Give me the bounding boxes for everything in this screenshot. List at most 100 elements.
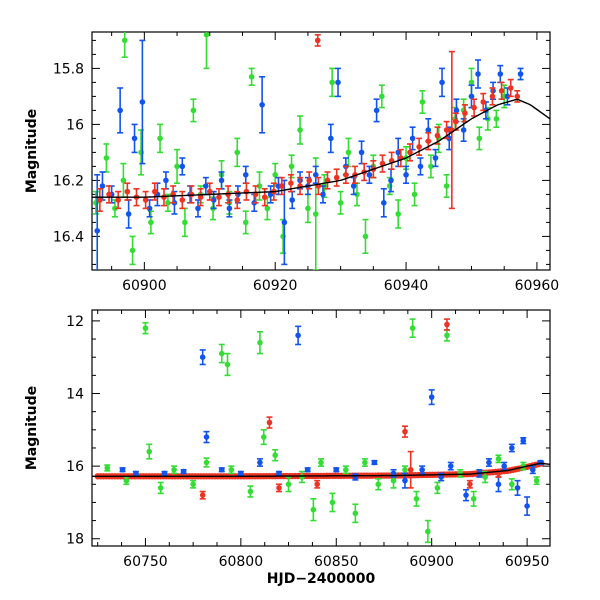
blue-data-point xyxy=(428,389,435,406)
red-data-point xyxy=(443,318,450,331)
green-data-point xyxy=(157,481,164,495)
green-data-point xyxy=(174,148,181,184)
red-data-point xyxy=(179,190,186,210)
blue-data-point xyxy=(403,165,410,184)
blue-data-point xyxy=(358,140,365,165)
green-data-point xyxy=(104,464,111,472)
green-data-point xyxy=(411,182,418,207)
top-plot-frame xyxy=(91,31,551,271)
blue-data-point xyxy=(99,171,106,201)
green-data-point xyxy=(329,67,336,98)
green-data-point xyxy=(318,458,324,467)
x-tick-label: 60940 xyxy=(384,278,429,294)
green-data-point xyxy=(310,497,317,522)
bottom-axis-ticks xyxy=(92,310,550,546)
y-tick-label: 16.4 xyxy=(53,229,84,245)
blue-data-point xyxy=(439,67,446,98)
blue-data-point xyxy=(237,470,244,477)
bottom-tick-labels: 60750 60800 60850 60900 60950 12 14 16 18 xyxy=(66,314,549,570)
green-data-point xyxy=(146,443,153,460)
x-tick-label: 60920 xyxy=(253,278,298,294)
red-data-point xyxy=(199,490,206,500)
green-data-point xyxy=(285,476,292,493)
x-tick-label: 60960 xyxy=(515,278,560,294)
green-data-point xyxy=(157,123,164,154)
blue-data-point xyxy=(514,479,521,496)
red-data-point xyxy=(142,190,149,210)
red-data-point xyxy=(197,188,204,207)
blue-data-point xyxy=(475,59,482,89)
x-tick-label: 60850 xyxy=(314,554,359,570)
red-data-point xyxy=(466,479,473,489)
bottom-y-axis-title: Magnitude xyxy=(24,386,40,470)
red-data-point xyxy=(115,190,122,210)
blue-data-point xyxy=(289,190,296,210)
green-data-point xyxy=(272,448,279,462)
x-tick-label: 60950 xyxy=(505,554,550,570)
green-data-point xyxy=(288,154,295,179)
blue-data-point xyxy=(199,349,206,366)
blue-data-point xyxy=(524,496,531,516)
blue-data-point xyxy=(131,123,138,154)
red-data-point xyxy=(388,151,395,170)
red-data-point xyxy=(416,137,423,156)
y-tick-label: 14 xyxy=(66,387,84,403)
blue-data-point xyxy=(256,458,263,467)
blue-data-point xyxy=(508,443,515,453)
red-data-point xyxy=(306,171,313,190)
blue-data-point xyxy=(335,67,342,98)
blue-data-point xyxy=(179,157,186,176)
green-data-point xyxy=(190,98,197,123)
bottom-model-curve xyxy=(92,462,550,477)
green-data-point xyxy=(353,182,360,207)
blue-data-point xyxy=(371,459,378,466)
red-data-point xyxy=(276,483,283,493)
blue-data-point xyxy=(453,98,460,123)
blue-data-point xyxy=(495,476,502,493)
green-data-point xyxy=(228,465,235,475)
red-data-point xyxy=(379,154,386,173)
blue-data-point xyxy=(366,165,373,184)
red-data-point xyxy=(96,188,103,212)
green-data-point xyxy=(361,458,368,467)
bottom-panel: 60750 60800 60850 60900 60950 12 14 16 18 Magnit… xyxy=(24,309,551,587)
green-data-point xyxy=(362,218,369,254)
red-data-point xyxy=(106,185,113,204)
green-data-point xyxy=(181,207,188,238)
red-data-point xyxy=(407,450,414,489)
red-data-point xyxy=(215,188,222,207)
x-tick-label: 60900 xyxy=(122,278,167,294)
red-data-point xyxy=(480,92,487,112)
blue-data-point xyxy=(417,157,424,176)
blue-data-point xyxy=(203,430,210,444)
y-tick-label: 18 xyxy=(66,532,84,548)
green-data-point xyxy=(470,490,477,507)
blue-data-point xyxy=(460,118,467,142)
bottom-plot-frame xyxy=(91,309,551,547)
red-data-point xyxy=(489,87,496,106)
green-data-point xyxy=(171,465,178,475)
green-data-point xyxy=(121,32,128,59)
green-data-point xyxy=(533,476,540,486)
green-data-point xyxy=(337,190,344,215)
blue-data-point xyxy=(432,148,439,168)
blue-data-point xyxy=(485,458,492,467)
green-data-point xyxy=(142,321,149,335)
blue-data-point xyxy=(333,466,340,473)
red-data-point xyxy=(314,33,321,47)
blue-data-point xyxy=(380,188,387,218)
blue-data-point xyxy=(267,185,274,204)
red-data-point xyxy=(278,176,285,196)
green-data-point xyxy=(352,503,359,524)
blue-data-point xyxy=(304,466,311,473)
red-data-point xyxy=(471,98,478,117)
green-data-point xyxy=(111,199,118,218)
green-data-point xyxy=(375,478,382,491)
green-data-point xyxy=(103,143,110,173)
green-data-point xyxy=(203,457,210,468)
blue-data-point xyxy=(319,185,326,204)
green-data-point xyxy=(424,519,431,544)
red-data-point xyxy=(452,112,459,131)
top-y-axis-title: Magnitude xyxy=(24,109,40,193)
green-data-point xyxy=(247,485,254,498)
